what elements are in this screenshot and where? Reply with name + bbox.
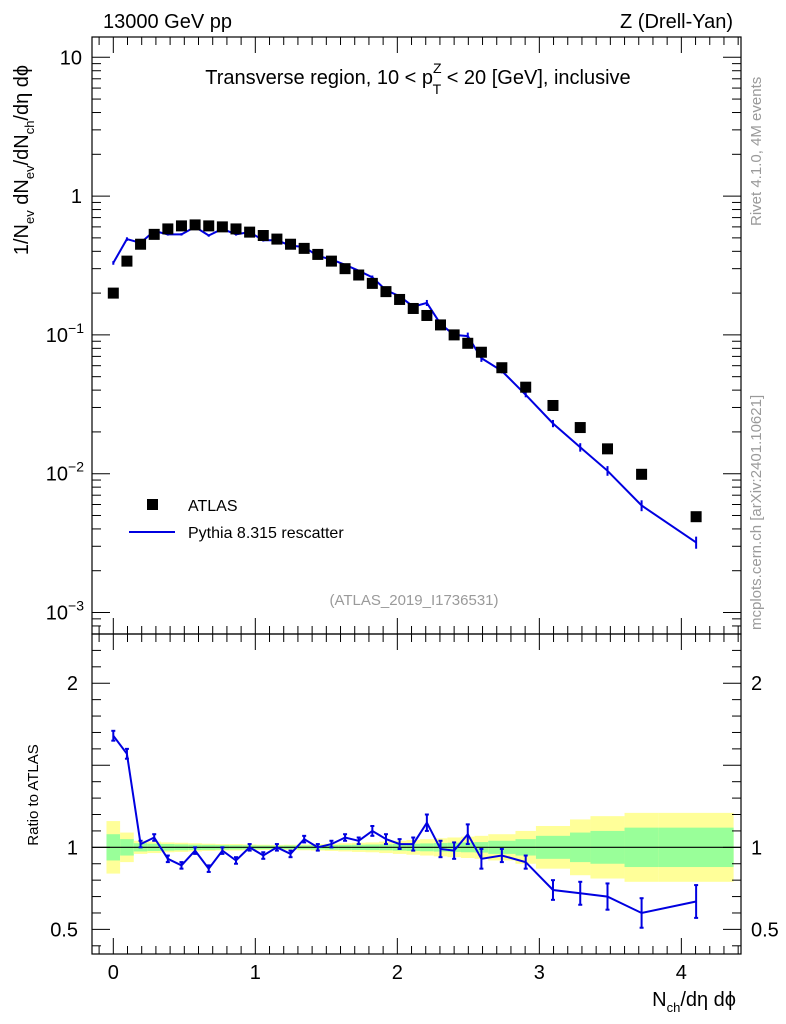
ratio-panel: 0 1 2 3 4 0.5 0.5 1 1 2 2 Ratio to ATLAS — [25, 633, 779, 984]
data-point — [339, 263, 351, 275]
analysis-id: (ATLAS_2019_I1736531) — [329, 592, 498, 609]
data-point — [203, 220, 215, 232]
process-label: Z (Drell-Yan) — [620, 11, 733, 33]
data-point — [366, 277, 378, 289]
data-point — [312, 248, 324, 260]
data-point — [175, 220, 187, 232]
y-tick-label: 1 — [71, 186, 82, 208]
data-point — [448, 329, 460, 341]
ratio-plot-area — [92, 729, 741, 929]
data-point — [257, 230, 269, 242]
data-point — [574, 422, 586, 434]
x-tick-label: 3 — [534, 962, 545, 984]
mc-series-line — [112, 225, 697, 544]
data-point — [636, 468, 648, 480]
data-point — [325, 255, 337, 267]
data-point — [520, 381, 532, 393]
data-point — [602, 443, 614, 455]
data-point — [462, 337, 474, 349]
data-point — [189, 219, 201, 231]
ratio-axes: 0 1 2 3 4 0.5 0.5 1 1 2 2 — [50, 634, 779, 984]
data-point — [107, 287, 119, 299]
data-point — [690, 511, 702, 523]
x-tick-label: 2 — [392, 962, 403, 984]
data-point — [407, 302, 419, 314]
ratio-tick-label-left: 2 — [67, 673, 78, 695]
top-frame — [91, 36, 742, 635]
x-tick-label: 1 — [250, 962, 261, 984]
data-point — [421, 309, 433, 321]
data-point — [135, 238, 147, 250]
ratio-tick-label-left: 1 — [67, 837, 78, 859]
y-axis-title: 1/Nev dNev/dNch/dη dϕ — [11, 65, 37, 255]
data-point — [475, 346, 487, 358]
data-point — [353, 269, 365, 281]
legend: ATLAS Pythia 8.315 rescatter — [129, 498, 344, 542]
data-point — [547, 399, 559, 411]
data-point — [271, 233, 283, 245]
x-axis-title: Nch/dη dϕ — [652, 989, 736, 1015]
data-point — [496, 362, 508, 374]
y-tick-label: 10−3 — [46, 597, 84, 624]
data-point — [380, 286, 392, 298]
x-tick-label: 4 — [676, 962, 687, 984]
ratio-tick-label-right: 2 — [751, 673, 762, 695]
ratio-tick-label-right: 1 — [751, 837, 762, 859]
rivet-label: Rivet 4.1.0, 4M events — [748, 77, 765, 226]
data-point — [244, 226, 256, 238]
top-panel: 10−3 10−2 10−1 1 10 Transverse region, 10 < … — [11, 36, 742, 635]
data-point — [298, 242, 310, 254]
main-title: Transverse region, 10 < pZ T < 20 [GeV], … — [205, 60, 630, 97]
energy-label: 13000 GeV pp — [103, 11, 232, 33]
data-point — [148, 228, 160, 240]
top-axes: 10−3 10−2 10−1 1 10 — [46, 37, 741, 635]
legend-data-marker — [147, 499, 158, 510]
data-point — [285, 238, 297, 250]
ratio-axis-title: Ratio to ATLAS — [25, 744, 42, 845]
legend-data-label: ATLAS — [188, 498, 238, 515]
ratio-tick-label-left: 0.5 — [50, 919, 78, 941]
data-point — [435, 319, 447, 331]
data-point — [230, 223, 242, 235]
data-point — [394, 293, 406, 305]
y-tick-label: 10−2 — [46, 459, 84, 486]
top-plot-area — [107, 219, 702, 549]
ratio-frame — [91, 633, 742, 955]
site-label: mcplots.cern.ch [arXiv:2401.10621] — [748, 395, 765, 630]
data-point — [121, 255, 133, 267]
legend-mc-label: Pythia 8.315 rescatter — [188, 525, 344, 542]
y-tick-label: 10 — [60, 47, 82, 69]
data-point — [216, 221, 228, 233]
data-point — [162, 223, 174, 235]
x-tick-label: 0 — [108, 962, 119, 984]
ratio-tick-label-right: 0.5 — [751, 919, 779, 941]
y-tick-label: 10−1 — [46, 320, 84, 347]
